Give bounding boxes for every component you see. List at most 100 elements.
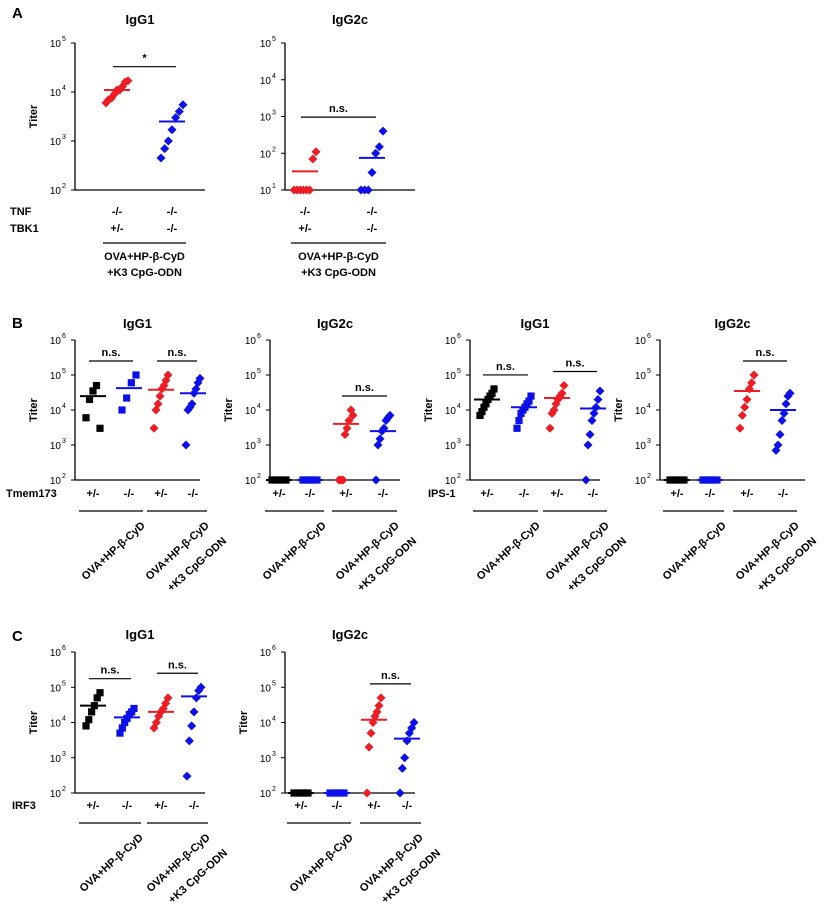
plot-4-point	[371, 475, 381, 485]
plot-3-point	[163, 370, 173, 380]
plot-3-y-label: Titer	[28, 397, 40, 421]
plot-1-point	[171, 113, 181, 123]
plot-7-tick-exponent: 5	[62, 680, 66, 687]
plot-5-tick-exponent: 4	[457, 403, 461, 410]
plot-8-point	[366, 728, 376, 738]
plot-1-point	[156, 153, 166, 163]
panel-label-b: B	[12, 315, 23, 332]
plot-3-tick-exponent: 6	[62, 333, 66, 340]
plot-3-tick-exponent: 3	[62, 438, 66, 445]
plot-1-tick-exponent: 4	[62, 85, 66, 92]
plot-3-genotype-value: -/-	[188, 488, 199, 500]
plot-4-genotype-value: +/-	[272, 488, 285, 500]
plot-5-point	[525, 397, 533, 405]
plot-6-tick-exponent: 4	[647, 403, 651, 410]
plot-5-treatment-label: +K3 CpG-ODN	[565, 535, 629, 594]
plot-8-point	[409, 718, 419, 727]
plot-5-point	[478, 408, 486, 416]
plot-5-point	[515, 416, 523, 425]
plot-7-tick-exponent: 4	[62, 716, 66, 723]
plot-4-genotype-value: -/-	[305, 488, 316, 500]
plot-2-title: IgG2c	[332, 12, 368, 27]
plot-7-tick-label: 10	[50, 719, 62, 730]
plot-8-tick-label: 10	[260, 683, 272, 694]
plot-8-treatment-label: +K3 CpG-ODN	[379, 847, 443, 906]
plot-2-genotype-value: -/-	[367, 223, 378, 235]
plot-5-y-label: Titer	[423, 397, 435, 421]
plot-6-point	[747, 378, 757, 388]
plot-8-tick-exponent: 3	[272, 751, 276, 758]
plot-3-point	[127, 379, 135, 387]
plot-6-tick-exponent: 6	[647, 333, 651, 340]
plot-3-point	[118, 406, 126, 414]
plot-5-point	[583, 440, 593, 450]
plot-7-y-label: Titer	[28, 710, 40, 734]
plot-5-genotype-value: +/-	[480, 488, 493, 500]
plot-5-genotype-label: IPS-1	[428, 488, 456, 500]
plot-8-genotype-value: +/-	[367, 800, 380, 812]
plot-1-point	[167, 125, 177, 135]
plot-7-genotype-value: -/-	[189, 800, 200, 812]
plot-2-genotype-value: +/-	[298, 223, 311, 235]
plot-6-tick-exponent: 3	[647, 438, 651, 445]
plot-3-point	[149, 423, 159, 433]
plot-3-title: IgG1	[123, 316, 152, 331]
plot-7-genotype-value: +/-	[154, 800, 167, 812]
plot-4-tick-exponent: 3	[257, 438, 261, 445]
plot-2-tick-label: 10	[260, 39, 272, 50]
plot-6-point	[775, 429, 785, 439]
plot-1-genotype-label: TNF	[10, 206, 32, 218]
plot-3-point	[92, 381, 101, 390]
plot-4-genotype-value: +/-	[339, 488, 352, 500]
plot-7-point	[130, 704, 138, 713]
plot-4-treatment-label: OVA+HP-β-CyD	[261, 520, 329, 583]
plot-4-point	[385, 410, 395, 420]
plot-8-treatment-label: OVA+HP-β-CyD	[288, 832, 356, 895]
plot-3-point	[85, 395, 94, 404]
plot-1-point	[174, 106, 184, 116]
plot-8-point	[400, 753, 410, 763]
plot-5-tick-label: 10	[445, 406, 457, 417]
plot-7-treatment-label: OVA+HP-β-CyD	[78, 832, 146, 895]
plot-7-tick-label: 10	[50, 754, 62, 765]
plot-5-point	[585, 429, 595, 439]
plot-5-tick-label: 10	[445, 476, 457, 487]
plot-5-tick-exponent: 5	[457, 368, 461, 375]
plot-6-title: IgG2c	[714, 316, 750, 331]
plot-4-point	[344, 416, 354, 426]
plot-5-genotype-value: -/-	[519, 488, 530, 500]
plot-4-tick-label: 10	[245, 336, 257, 347]
plot-8-tick-exponent: 4	[272, 716, 276, 723]
plot-2-tick-exponent: 3	[272, 110, 276, 117]
plot-3-genotype-value: +/-	[154, 488, 167, 500]
plot-4-tick-label: 10	[245, 476, 257, 487]
plot-6-point	[777, 416, 787, 426]
plot-3-point	[181, 440, 191, 450]
plot-5-genotype-value: +/-	[550, 488, 563, 500]
plot-2-point	[311, 147, 321, 157]
plot-3-tick-exponent: 4	[62, 403, 66, 410]
plot-8-genotype-value: -/-	[332, 800, 343, 812]
plot-4-tick-label: 10	[245, 406, 257, 417]
plot-1-tick-label: 10	[50, 137, 62, 148]
plot-6-treatment-label: OVA+HP-β-CyD	[661, 520, 729, 583]
plot-6-tick-exponent: 2	[647, 473, 651, 480]
plot-3-tick-label: 10	[50, 406, 62, 417]
plot-6-genotype-value: -/-	[778, 488, 789, 500]
plot-2-genotype-value: -/-	[367, 206, 378, 218]
plot-3-point	[82, 414, 90, 422]
plot-5-point	[587, 416, 597, 426]
plot-7-point	[82, 722, 90, 730]
plot-8-point	[362, 788, 372, 798]
plot-6-tick-label: 10	[635, 371, 647, 382]
plot-6-significance-label: n.s.	[756, 347, 775, 359]
plot-5-tick-exponent: 6	[457, 333, 461, 340]
plot-5-point	[513, 424, 521, 432]
plot-3-treatment-label: +K3 CpG-ODN	[165, 535, 229, 594]
plot-6-tick-label: 10	[635, 441, 647, 452]
plot-4-tick-exponent: 2	[257, 473, 261, 480]
plot-5-point	[476, 411, 484, 420]
plot-1-treatment-label: +K3 CpG-ODN	[107, 267, 182, 279]
plot-3-point	[132, 371, 140, 379]
